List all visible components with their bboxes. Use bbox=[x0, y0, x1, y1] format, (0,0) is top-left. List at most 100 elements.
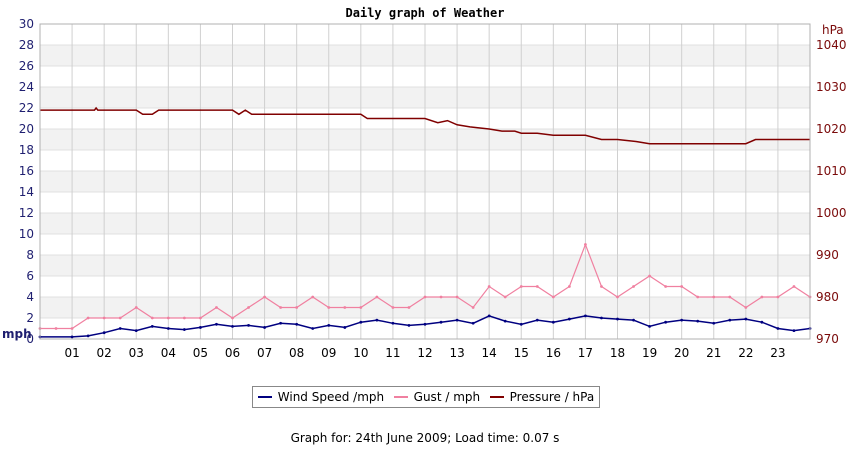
x-tick-label: 06 bbox=[225, 346, 240, 360]
legend-label-gust: Gust / mph bbox=[413, 390, 481, 404]
y-tick-label: 18 bbox=[19, 143, 34, 157]
x-tick-label: 17 bbox=[578, 346, 593, 360]
gust-point bbox=[311, 295, 315, 299]
wind-point bbox=[792, 329, 796, 332]
y-tick-label: 24 bbox=[19, 80, 34, 94]
y-tick-label: 8 bbox=[26, 248, 34, 262]
wind-point bbox=[279, 321, 283, 325]
y2-tick-label: 1030 bbox=[816, 80, 847, 94]
wind-point bbox=[407, 323, 411, 327]
wind-point bbox=[696, 319, 700, 323]
gust-point bbox=[439, 295, 443, 299]
wind-point bbox=[728, 318, 732, 322]
wind-point bbox=[118, 327, 122, 330]
gust-point bbox=[134, 306, 138, 309]
gust-point bbox=[343, 306, 347, 309]
legend-item-gust: Gust / mph bbox=[393, 390, 481, 404]
wind-point bbox=[664, 320, 668, 324]
gust-point bbox=[150, 316, 154, 320]
gust-point bbox=[744, 306, 748, 309]
gust-point bbox=[166, 316, 170, 320]
gust-point bbox=[535, 285, 539, 288]
x-tick-label: 19 bbox=[642, 346, 657, 360]
wind-point bbox=[632, 318, 635, 322]
gust-point bbox=[696, 295, 700, 299]
wind-point bbox=[519, 322, 523, 326]
wind-point bbox=[215, 322, 218, 326]
x-tick-label: 14 bbox=[482, 346, 497, 360]
legend-item-pressure: Pressure / hPa bbox=[489, 390, 594, 404]
x-tick-label: 18 bbox=[610, 346, 625, 360]
legend-swatch-pressure bbox=[489, 396, 504, 398]
series-layer bbox=[38, 106, 812, 339]
y-tick-label: 6 bbox=[26, 269, 34, 283]
y-tick-label: 22 bbox=[19, 101, 34, 115]
legend-item-wind: Wind Speed /mph bbox=[257, 390, 384, 404]
axes bbox=[39, 23, 811, 340]
wind-point bbox=[760, 320, 764, 324]
y-tick-label: 0 bbox=[26, 332, 34, 346]
gust-point bbox=[584, 243, 587, 246]
wind-point bbox=[616, 317, 619, 321]
wind-point bbox=[375, 318, 379, 322]
y-tick-label: 12 bbox=[19, 206, 34, 220]
x-tick-label: 12 bbox=[417, 346, 432, 360]
wind-point bbox=[503, 319, 507, 323]
tick-labels: 0246810121416182022242628309709809901000… bbox=[19, 17, 847, 360]
series-line-wind bbox=[40, 315, 811, 338]
x-tick-label: 08 bbox=[289, 346, 304, 360]
x-tick-label: 05 bbox=[193, 346, 208, 360]
wind-point bbox=[150, 325, 154, 328]
legend-swatch-wind bbox=[257, 396, 272, 398]
wind-point bbox=[776, 327, 780, 330]
gust-point bbox=[792, 285, 796, 288]
y-axis-unit-label: mph bbox=[2, 327, 32, 341]
gust-point bbox=[391, 306, 395, 309]
legend-swatch-gust bbox=[393, 396, 408, 398]
gust-point bbox=[407, 306, 411, 309]
wind-point bbox=[535, 318, 539, 322]
wind-point bbox=[584, 314, 587, 318]
x-tick-label: 20 bbox=[674, 346, 689, 360]
y-tick-label: 30 bbox=[19, 17, 34, 31]
gust-point bbox=[70, 327, 74, 330]
series-line-pressure bbox=[40, 106, 810, 145]
x-tick-label: 11 bbox=[385, 346, 400, 360]
gust-point bbox=[776, 295, 780, 299]
gust-point bbox=[54, 327, 58, 330]
x-tick-label: 02 bbox=[97, 346, 112, 360]
gust-point bbox=[199, 316, 202, 320]
wind-point bbox=[680, 318, 684, 322]
wind-point bbox=[343, 326, 347, 329]
gust-point bbox=[503, 295, 507, 299]
wind-point bbox=[295, 322, 299, 326]
gust-point bbox=[86, 316, 90, 320]
y-tick-label: 20 bbox=[19, 122, 34, 136]
y2-tick-label: 980 bbox=[816, 290, 839, 304]
gust-point bbox=[118, 316, 122, 320]
gust-point bbox=[680, 285, 684, 288]
wind-point bbox=[600, 316, 603, 320]
wind-point bbox=[102, 331, 106, 335]
gust-point bbox=[295, 306, 299, 309]
x-tick-label: 23 bbox=[770, 346, 785, 360]
gust-point bbox=[279, 306, 283, 309]
gust-point bbox=[760, 295, 764, 299]
x-tick-label: 09 bbox=[321, 346, 336, 360]
wind-point bbox=[134, 329, 138, 332]
y2-tick-label: 1040 bbox=[816, 38, 847, 52]
x-tick-label: 04 bbox=[161, 346, 176, 360]
gust-point bbox=[664, 285, 668, 288]
wind-point bbox=[311, 327, 315, 330]
wind-point bbox=[70, 335, 74, 339]
y2-tick-label: 970 bbox=[816, 332, 839, 346]
wind-point bbox=[166, 327, 170, 330]
y2-tick-label: 1020 bbox=[816, 122, 847, 136]
wind-point bbox=[247, 323, 250, 327]
gust-point bbox=[182, 316, 186, 320]
wind-point bbox=[471, 321, 475, 325]
gust-point bbox=[632, 285, 635, 288]
gust-point bbox=[551, 295, 555, 299]
wind-point bbox=[551, 320, 555, 324]
gust-point bbox=[423, 295, 427, 299]
